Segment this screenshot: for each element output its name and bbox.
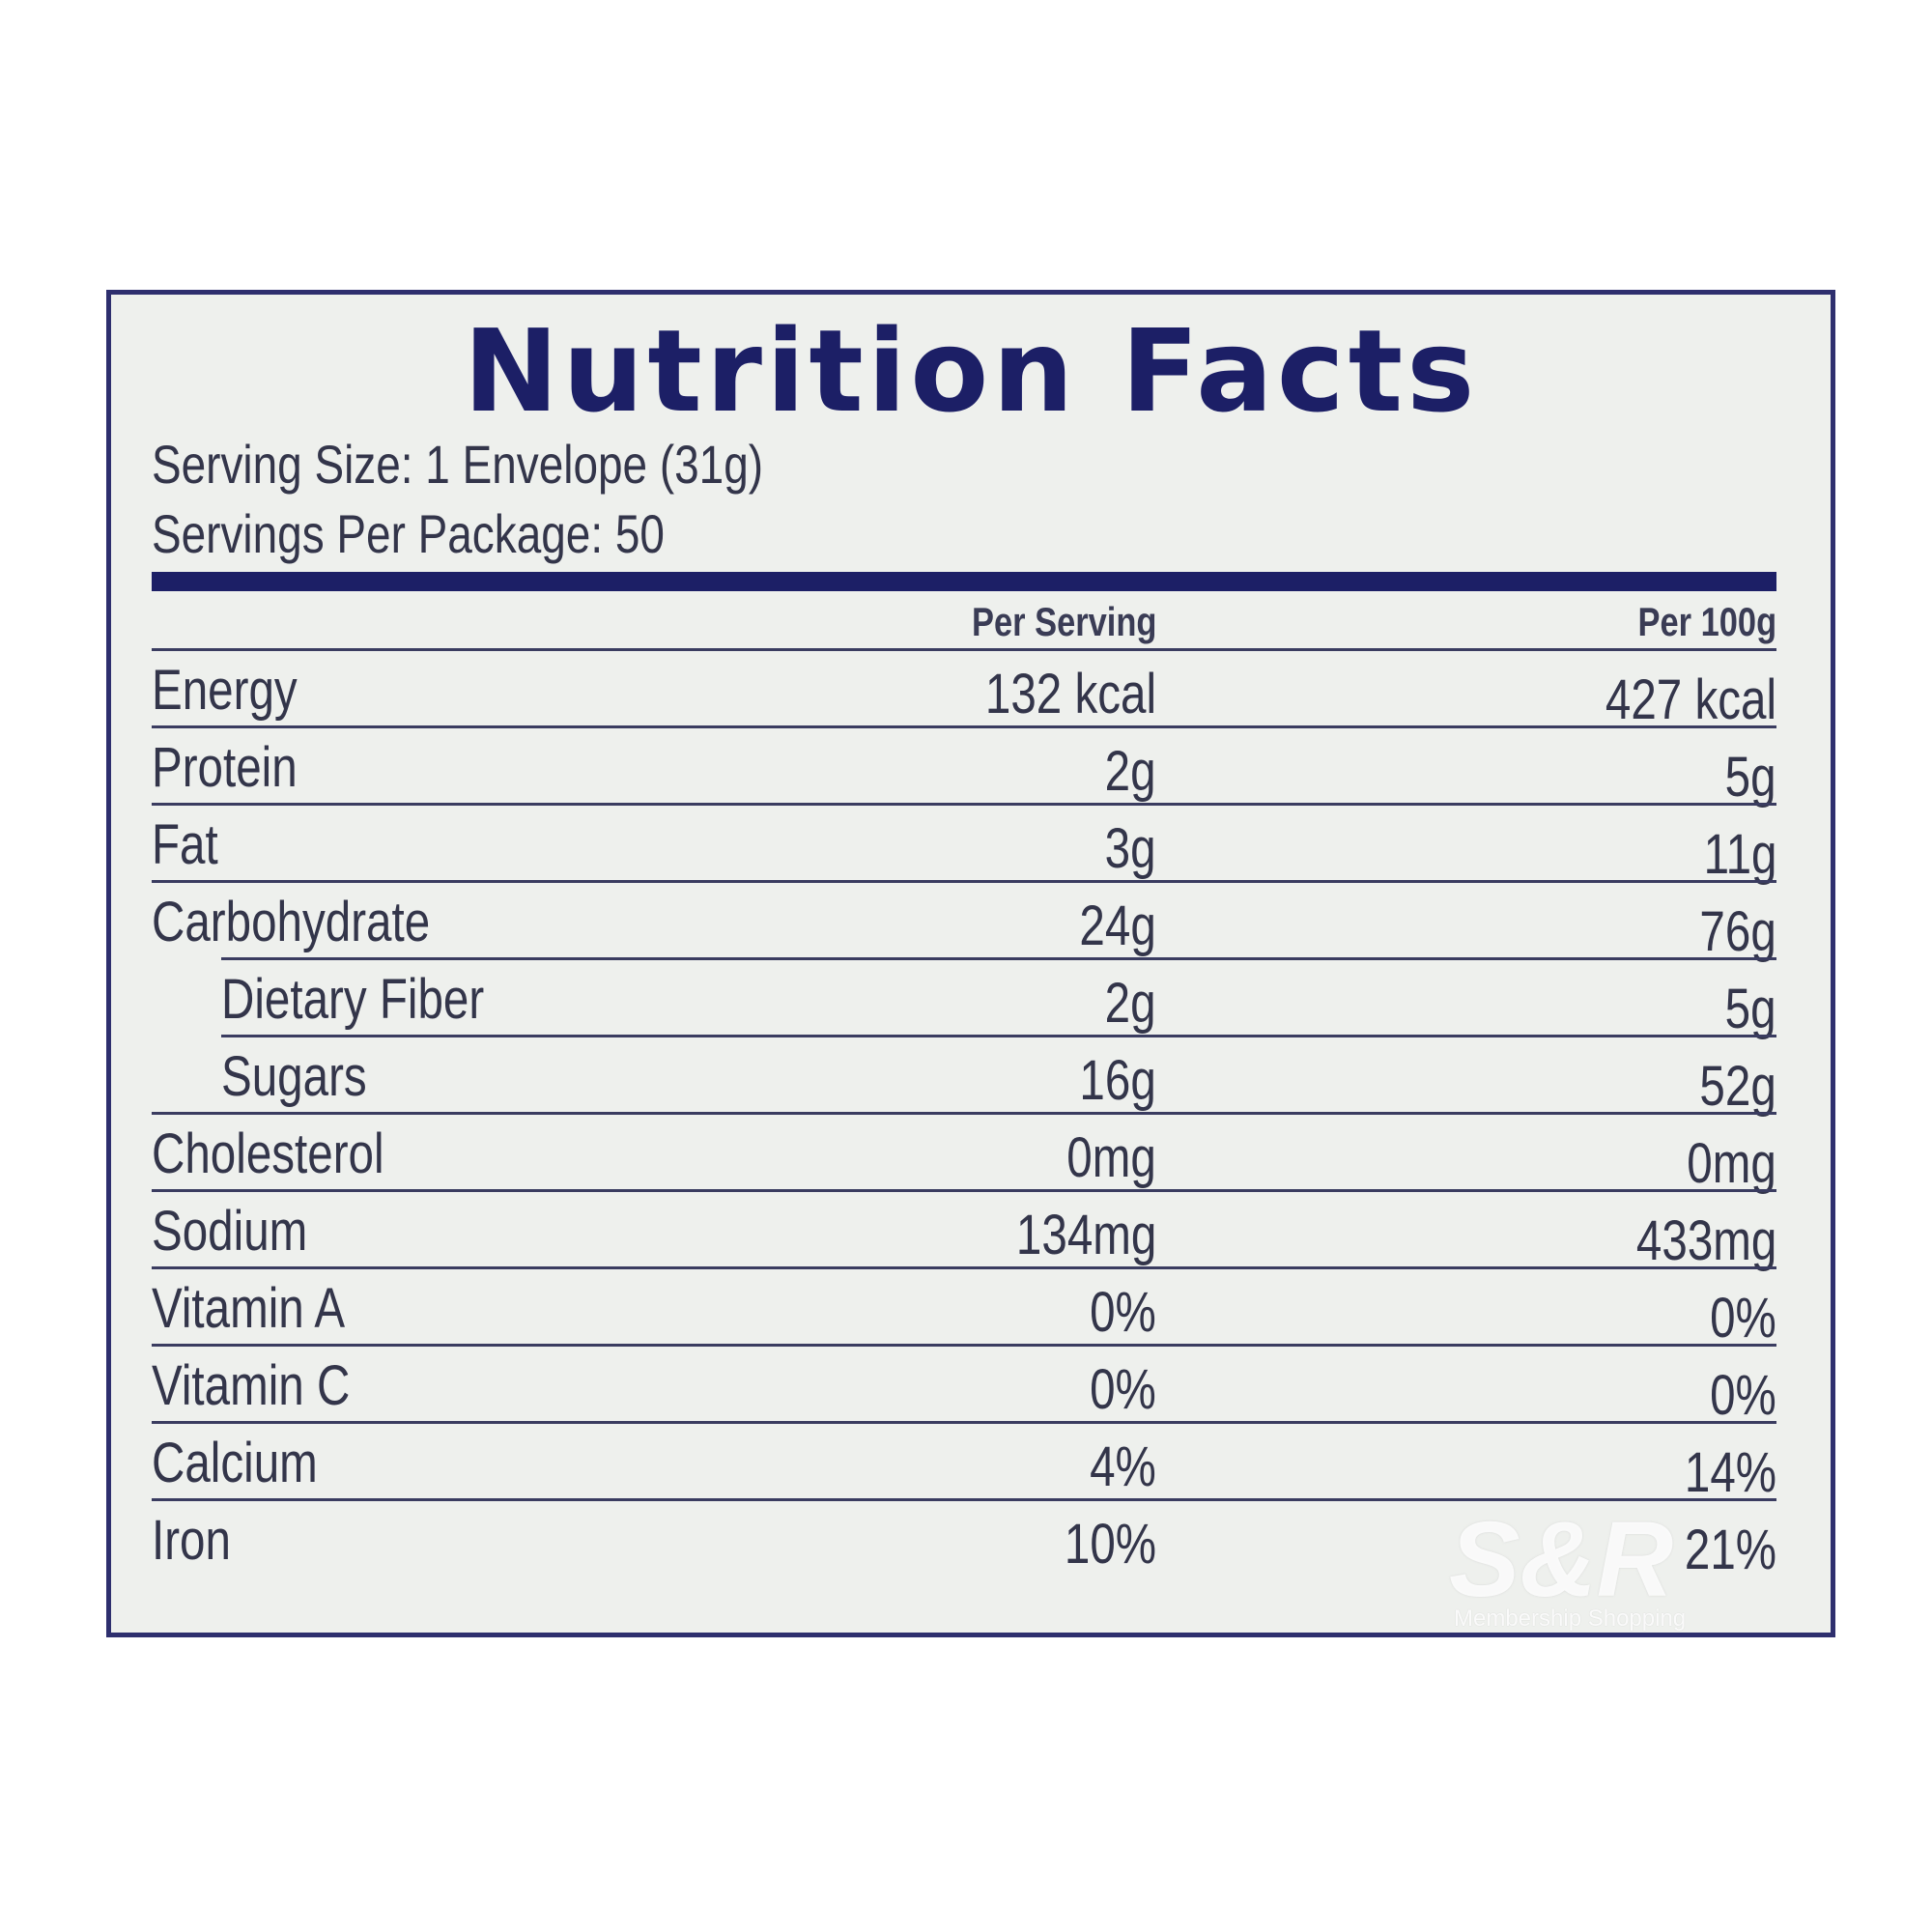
nutrient-label: Sodium — [152, 1200, 308, 1263]
nutrient-label: Dietary Fiber — [221, 968, 485, 1031]
nutrient-label: Iron — [152, 1509, 231, 1572]
nutrient-row-sugars: Sugars 16g 52g — [221, 1035, 1776, 1118]
value-per-100g: 0mg — [1687, 1132, 1776, 1195]
watermark-tagline: Membership Shopping — [1454, 1605, 1687, 1632]
nutrient-label: Fat — [152, 813, 218, 876]
value-per-serving: 10% — [1064, 1513, 1156, 1576]
nutrient-label: Sugars — [221, 1045, 367, 1108]
nutrition-facts-panel: Nutrition Facts Serving Size: 1 Envelope… — [106, 290, 1835, 1637]
value-per-100g: 14% — [1684, 1441, 1776, 1504]
nutrient-row-iron: Iron 10% 21% — [152, 1498, 1776, 1581]
value-per-100g: 11g — [1703, 823, 1776, 886]
value-per-100g: 0% — [1710, 1287, 1776, 1350]
column-header-per-100g: Per 100g — [1637, 599, 1776, 644]
nutrient-row-carbohydrate: Carbohydrate 24g 76g — [152, 880, 1776, 963]
value-per-100g: 0% — [1710, 1364, 1776, 1427]
nutrient-row-protein: Protein 2g 5g — [152, 725, 1776, 809]
value-per-serving: 0% — [1090, 1358, 1156, 1421]
thick-divider — [152, 572, 1776, 591]
value-per-serving: 16g — [1079, 1049, 1156, 1112]
nutrient-row-vitamin-a: Vitamin A 0% 0% — [152, 1266, 1776, 1350]
servings-per-package: Servings Per Package: 50 — [152, 503, 665, 564]
value-per-100g: 427 kcal — [1605, 668, 1776, 731]
value-per-serving: 2g — [1105, 740, 1156, 803]
nutrient-label: Cholesterol — [152, 1122, 384, 1185]
column-header-per-serving: Per Serving — [971, 599, 1156, 644]
nutrient-row-cholesterol: Cholesterol 0mg 0mg — [152, 1112, 1776, 1195]
value-per-100g: 21% — [1684, 1519, 1776, 1581]
nutrient-row-calcium: Calcium 4% 14% — [152, 1421, 1776, 1504]
nutrient-row-fat: Fat 3g 11g — [152, 803, 1776, 886]
value-per-serving: 0% — [1090, 1281, 1156, 1344]
value-per-serving: 24g — [1079, 895, 1156, 957]
nutrient-label: Carbohydrate — [152, 891, 431, 953]
nutrient-row-vitamin-c: Vitamin C 0% 0% — [152, 1344, 1776, 1427]
value-per-serving: 134mg — [1015, 1204, 1156, 1266]
value-per-serving: 2g — [1105, 972, 1156, 1035]
value-per-100g: 52g — [1699, 1055, 1776, 1118]
nutrient-label: Vitamin A — [152, 1277, 346, 1340]
value-per-serving: 4% — [1090, 1435, 1156, 1498]
value-per-serving: 0mg — [1066, 1126, 1156, 1189]
serving-size: Serving Size: 1 Envelope (31g) — [152, 434, 764, 495]
nutrient-row-dietary-fiber: Dietary Fiber 2g 5g — [221, 957, 1776, 1040]
value-per-100g: 433mg — [1635, 1209, 1776, 1272]
value-per-100g: 5g — [1725, 978, 1776, 1040]
value-per-100g: 76g — [1699, 900, 1776, 963]
nutrient-label: Protein — [152, 736, 298, 799]
nutrient-table: Energy 132 kcal 427 kcal Protein 2g 5g F… — [152, 648, 1776, 1581]
nutrient-row-sodium: Sodium 134mg 433mg — [152, 1189, 1776, 1272]
watermark-logo: S&R — [1449, 1500, 1674, 1619]
nutrient-label: Energy — [152, 659, 298, 722]
value-per-serving: 132 kcal — [984, 663, 1156, 725]
nutrient-label: Calcium — [152, 1432, 318, 1494]
nutrient-label: Vitamin C — [152, 1354, 351, 1417]
nutrition-facts-title: Nutrition Facts — [463, 304, 1479, 438]
value-per-100g: 5g — [1725, 746, 1776, 809]
value-per-serving: 3g — [1105, 817, 1156, 880]
nutrient-row-energy: Energy 132 kcal 427 kcal — [152, 648, 1776, 731]
